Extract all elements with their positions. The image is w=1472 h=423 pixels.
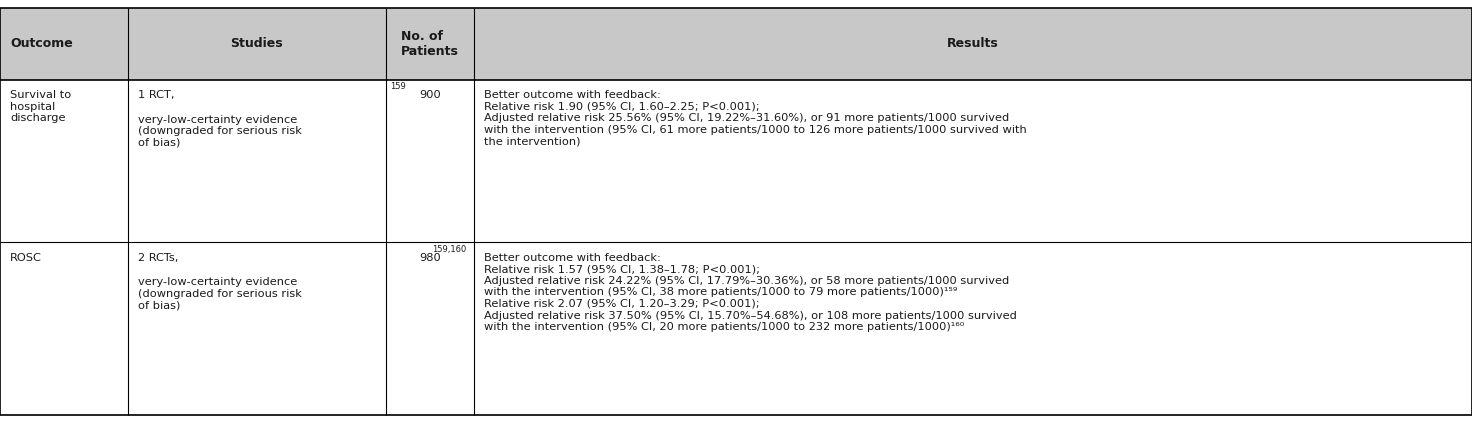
Text: 1 RCT,: 1 RCT, bbox=[138, 90, 175, 100]
Text: ROSC: ROSC bbox=[10, 253, 43, 263]
Text: 159: 159 bbox=[390, 82, 406, 91]
Bar bbox=[0, 242, 1472, 415]
Text: Survival to
hospital
discharge: Survival to hospital discharge bbox=[10, 90, 72, 123]
Text: Studies: Studies bbox=[231, 38, 283, 50]
Text: 980: 980 bbox=[420, 253, 440, 263]
Bar bbox=[0, 80, 1472, 242]
Text: Better outcome with feedback:
Relative risk 1.90 (95% CI, 1.60–2.25; P<0.001);
A: Better outcome with feedback: Relative r… bbox=[484, 90, 1027, 146]
Text: very-low-certainty evidence
(downgraded for serious risk
of bias): very-low-certainty evidence (downgraded … bbox=[138, 115, 302, 148]
Text: Better outcome with feedback:
Relative risk 1.57 (95% CI, 1.38–1.78; P<0.001);
A: Better outcome with feedback: Relative r… bbox=[484, 253, 1017, 332]
Text: 900: 900 bbox=[420, 90, 440, 100]
Text: very-low-certainty evidence
(downgraded for serious risk
of bias): very-low-certainty evidence (downgraded … bbox=[138, 277, 302, 310]
Text: 2 RCTs,: 2 RCTs, bbox=[138, 253, 178, 263]
Text: Results: Results bbox=[946, 38, 999, 50]
Text: Outcome: Outcome bbox=[10, 38, 74, 50]
Text: No. of
Patients: No. of Patients bbox=[400, 30, 459, 58]
Text: 159,160: 159,160 bbox=[433, 245, 467, 254]
Bar bbox=[0, 8, 1472, 80]
